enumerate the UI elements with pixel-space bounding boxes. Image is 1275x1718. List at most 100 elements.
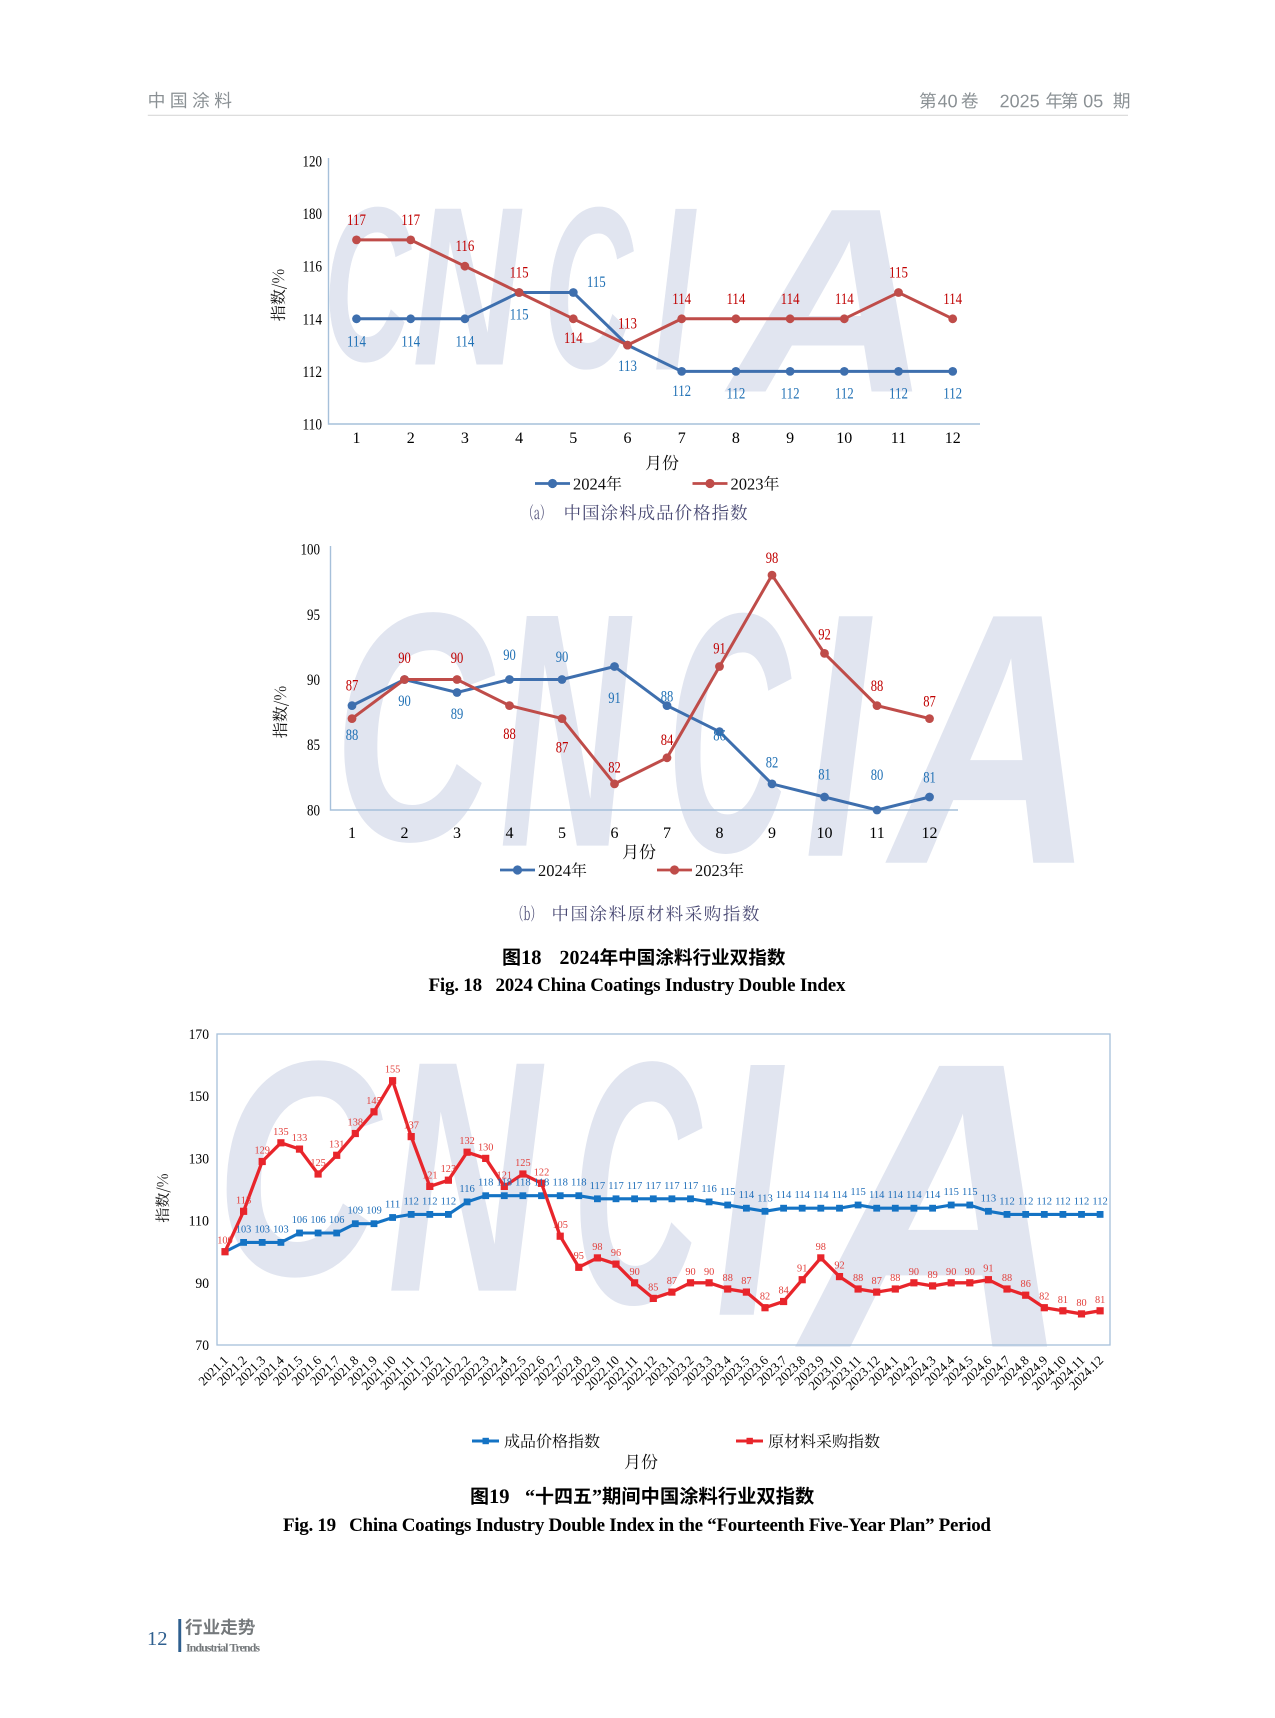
svg-text:112: 112 [1018, 1195, 1034, 1207]
svg-text:132: 132 [459, 1135, 475, 1147]
svg-text:118: 118 [534, 1177, 550, 1189]
svg-text:11: 11 [869, 825, 884, 842]
svg-text:145: 145 [366, 1095, 382, 1107]
svg-text:I: I [654, 159, 696, 419]
svg-text:122: 122 [534, 1166, 550, 1178]
svg-text:92: 92 [834, 1260, 844, 1272]
svg-text:82: 82 [1039, 1291, 1049, 1303]
svg-text:110: 110 [303, 417, 323, 434]
svg-text:90: 90 [556, 649, 569, 666]
svg-text:9: 9 [786, 430, 794, 447]
svg-text:3: 3 [461, 430, 469, 447]
svg-text:N: N [413, 162, 522, 413]
svg-text:131: 131 [329, 1138, 345, 1150]
svg-text:6: 6 [611, 825, 619, 842]
svg-text:6: 6 [624, 430, 632, 447]
svg-text:117: 117 [683, 1180, 699, 1192]
svg-text:130: 130 [478, 1141, 494, 1153]
svg-text:114: 114 [776, 1189, 792, 1201]
svg-text:117: 117 [347, 212, 366, 229]
svg-text:114: 114 [925, 1189, 941, 1201]
svg-text:87: 87 [667, 1275, 678, 1287]
svg-text:118: 118 [497, 1177, 513, 1189]
svg-text:1: 1 [353, 430, 361, 447]
svg-text:70: 70 [195, 1338, 209, 1354]
svg-text:C: C [572, 990, 702, 1375]
svg-text:88: 88 [503, 726, 516, 743]
svg-text:106: 106 [310, 1214, 326, 1226]
svg-text:105: 105 [552, 1219, 568, 1231]
svg-text:90: 90 [965, 1266, 976, 1278]
svg-text:4: 4 [515, 430, 523, 447]
svg-text:120: 120 [303, 154, 323, 171]
svg-text:117: 117 [627, 1180, 643, 1192]
svg-text:82: 82 [766, 754, 779, 771]
svg-text:114: 114 [781, 291, 800, 308]
svg-text:112: 112 [781, 385, 800, 402]
svg-text:88: 88 [1002, 1272, 1013, 1284]
svg-text:N: N [500, 546, 634, 916]
svg-text:111: 111 [385, 1199, 401, 1211]
svg-text:80: 80 [307, 803, 320, 820]
svg-text:98: 98 [766, 550, 779, 567]
svg-text:113: 113 [236, 1194, 252, 1206]
svg-text:91: 91 [713, 641, 726, 658]
svg-text:112: 112 [999, 1195, 1015, 1207]
svg-text:114: 114 [303, 311, 323, 328]
svg-text:121: 121 [422, 1169, 438, 1181]
svg-text:C: C [216, 998, 382, 1339]
svg-text:114: 114 [906, 1189, 922, 1201]
svg-text:180: 180 [303, 206, 323, 223]
svg-text:2: 2 [401, 825, 409, 842]
svg-text:118: 118 [478, 1177, 494, 1189]
svg-text:81: 81 [1058, 1294, 1068, 1306]
svg-text:115: 115 [850, 1186, 866, 1198]
svg-text:112: 112 [726, 385, 745, 402]
svg-text:117: 117 [608, 1180, 624, 1192]
svg-text:Industrial Trends: Industrial Trends [186, 1640, 260, 1654]
svg-text:116: 116 [303, 259, 323, 276]
svg-text:123: 123 [441, 1163, 457, 1175]
svg-text:115: 115 [510, 307, 529, 324]
svg-text:112: 112 [422, 1195, 438, 1207]
svg-text:12: 12 [147, 1628, 168, 1650]
svg-text:C: C [324, 163, 412, 408]
svg-text:A: A [722, 154, 931, 447]
svg-text:Fig. 18 2024 China Coatings: Fig. 18 2024 China Coatings Industry Dou… [429, 975, 847, 996]
svg-text:90: 90 [503, 647, 516, 664]
svg-text:90: 90 [704, 1266, 715, 1278]
svg-text:112: 112 [1055, 1195, 1071, 1207]
svg-text:80: 80 [1076, 1297, 1087, 1309]
svg-text:116: 116 [701, 1183, 717, 1195]
svg-text:112: 112 [441, 1195, 457, 1207]
svg-text:103: 103 [236, 1223, 252, 1235]
svg-text:118: 118 [515, 1177, 531, 1189]
svg-text:8: 8 [732, 430, 740, 447]
svg-text:103: 103 [273, 1223, 289, 1235]
svg-text:109: 109 [348, 1205, 364, 1217]
svg-text:112: 112 [889, 385, 908, 402]
svg-text:81: 81 [1095, 1294, 1105, 1306]
svg-text:92: 92 [818, 626, 831, 643]
svg-text:5: 5 [569, 430, 577, 447]
svg-text:129: 129 [254, 1145, 270, 1157]
svg-text:112: 112 [835, 385, 854, 402]
svg-text:95: 95 [307, 607, 320, 624]
svg-text:95: 95 [574, 1250, 585, 1262]
svg-text:155: 155 [385, 1064, 401, 1076]
svg-text:87: 87 [741, 1275, 752, 1287]
svg-text:112: 112 [1092, 1195, 1108, 1207]
svg-text:81: 81 [818, 767, 831, 784]
svg-text:I: I [716, 988, 785, 1391]
svg-text:113: 113 [981, 1192, 997, 1204]
svg-text:112: 112 [303, 364, 323, 381]
svg-text:88: 88 [890, 1272, 901, 1284]
svg-text:87: 87 [346, 678, 359, 695]
svg-text:114: 114 [672, 291, 691, 308]
svg-text:81: 81 [923, 770, 936, 787]
svg-text:130: 130 [189, 1151, 209, 1167]
svg-text:114: 114 [888, 1189, 904, 1201]
svg-text:114: 114 [869, 1189, 885, 1201]
svg-text:7: 7 [678, 430, 686, 447]
svg-text:170: 170 [189, 1027, 209, 1043]
